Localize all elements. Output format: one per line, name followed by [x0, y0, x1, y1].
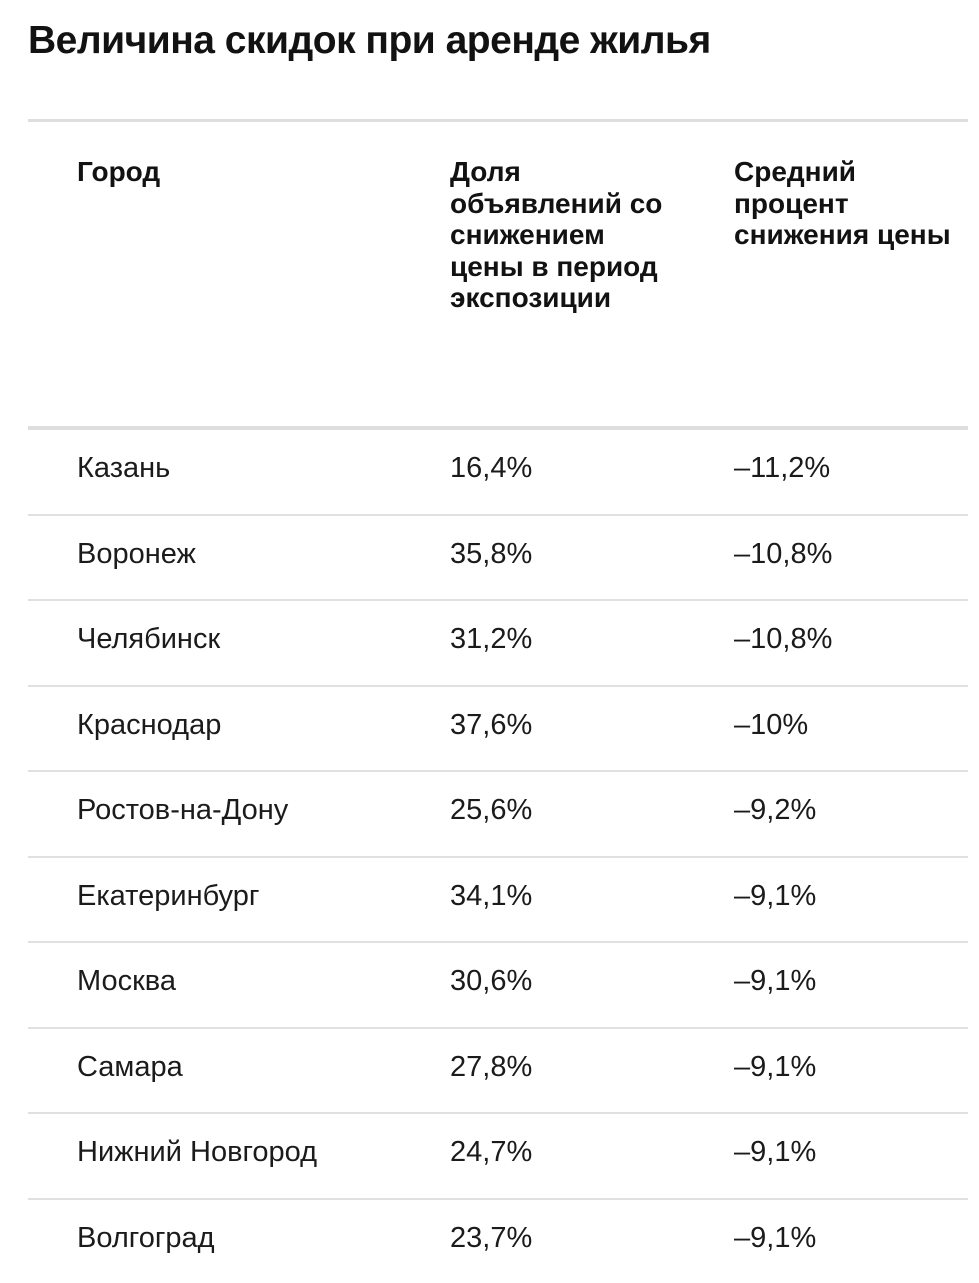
- discount-cell: –10%: [734, 707, 808, 743]
- city-cell: Москва: [77, 963, 176, 999]
- discount-cell: –9,1%: [734, 1049, 816, 1085]
- discount-cell: –10,8%: [734, 536, 832, 572]
- share-cell: 24,7%: [450, 1134, 532, 1170]
- table-row: Воронеж 35,8% –10,8%: [28, 516, 968, 602]
- share-cell: 30,6%: [450, 963, 532, 999]
- city-cell: Воронеж: [77, 536, 196, 572]
- table-row: Волгоград 23,7% –9,1%: [28, 1200, 968, 1283]
- table-row: Челябинск 31,2% –10,8%: [28, 601, 968, 687]
- discount-cell: –9,2%: [734, 792, 816, 828]
- city-cell: Ростов-на-Дону: [77, 792, 288, 828]
- city-cell: Самара: [77, 1049, 183, 1085]
- share-cell: 31,2%: [450, 621, 532, 657]
- header-share: Доля объявлений со снижением цены в пери…: [450, 156, 670, 314]
- share-cell: 23,7%: [450, 1220, 532, 1256]
- discount-cell: –9,1%: [734, 878, 816, 914]
- share-cell: 25,6%: [450, 792, 532, 828]
- header-city: Город: [77, 156, 407, 188]
- share-cell: 37,6%: [450, 707, 532, 743]
- discount-cell: –10,8%: [734, 621, 832, 657]
- city-cell: Казань: [77, 450, 170, 486]
- table-row: Москва 30,6% –9,1%: [28, 943, 968, 1029]
- discount-cell: –9,1%: [734, 963, 816, 999]
- share-cell: 16,4%: [450, 450, 532, 486]
- discount-cell: –9,1%: [734, 1134, 816, 1170]
- table-row: Екатеринбург 34,1% –9,1%: [28, 858, 968, 944]
- share-cell: 35,8%: [450, 536, 532, 572]
- discount-cell: –11,2%: [734, 450, 830, 486]
- discount-cell: –9,1%: [734, 1220, 816, 1256]
- city-cell: Челябинск: [77, 621, 220, 657]
- top-rule: [28, 119, 968, 122]
- table-row: Ростов-на-Дону 25,6% –9,2%: [28, 772, 968, 858]
- share-cell: 34,1%: [450, 878, 532, 914]
- city-cell: Волгоград: [77, 1220, 215, 1256]
- header-avg-discount: Средний процент снижения цены: [734, 156, 954, 251]
- table-row: Казань 16,4% –11,2%: [28, 430, 968, 516]
- city-cell: Нижний Новгород: [77, 1134, 317, 1170]
- table-row: Нижний Новгород 24,7% –9,1%: [28, 1114, 968, 1200]
- city-cell: Краснодар: [77, 707, 221, 743]
- table-row: Краснодар 37,6% –10%: [28, 687, 968, 773]
- city-cell: Екатеринбург: [77, 878, 259, 914]
- table-row: Самара 27,8% –9,1%: [28, 1029, 968, 1115]
- table-title: Величина скидок при аренде жилья: [28, 16, 958, 66]
- share-cell: 27,8%: [450, 1049, 532, 1085]
